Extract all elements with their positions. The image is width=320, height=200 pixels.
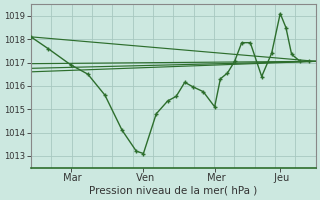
X-axis label: Pression niveau de la mer( hPa ): Pression niveau de la mer( hPa ) — [89, 186, 258, 196]
